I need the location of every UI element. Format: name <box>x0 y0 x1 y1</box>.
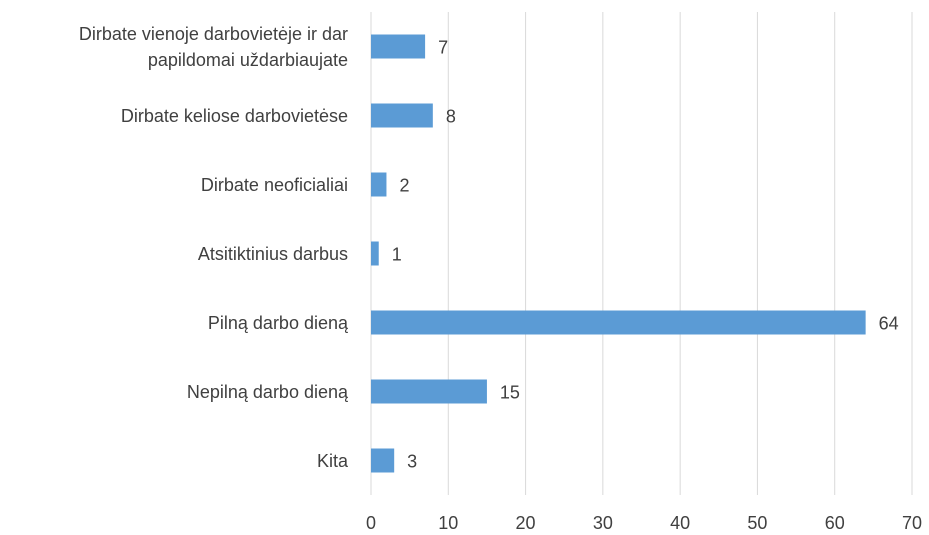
data-label: 3 <box>407 451 417 471</box>
x-tick-label: 30 <box>593 513 613 533</box>
bar <box>371 241 379 266</box>
x-tick-label: 20 <box>516 513 536 533</box>
bar <box>371 34 426 59</box>
x-tick-label: 60 <box>825 513 845 533</box>
data-label: 64 <box>879 313 899 333</box>
y-tick-label: Pilną darbo dieną <box>207 312 348 333</box>
y-tick-label: Dirbate neoficialiai <box>200 174 348 195</box>
x-tick-label: 40 <box>670 513 690 533</box>
x-tick-label: 0 <box>366 513 376 533</box>
bar <box>371 379 487 404</box>
data-label: 7 <box>438 37 448 57</box>
y-tick-label: Dirbate keliose darbovietėse <box>120 105 348 126</box>
data-label: 15 <box>500 382 520 402</box>
y-tick-label: Kita <box>316 450 348 471</box>
y-tick-label: Atsitiktinius darbus <box>197 243 348 264</box>
x-tick-label: 50 <box>747 513 767 533</box>
data-label: 2 <box>399 175 409 195</box>
y-tick-label: Nepilną darbo dieną <box>186 381 348 402</box>
x-tick-label: 10 <box>438 513 458 533</box>
bar <box>371 172 387 197</box>
x-tick-label: 70 <box>902 513 922 533</box>
bar <box>371 310 866 335</box>
bar <box>371 448 395 473</box>
data-label: 8 <box>446 106 456 126</box>
y-tick-label: Dirbate vienoje darbovietėje ir dar papi… <box>78 23 348 70</box>
data-label: 1 <box>392 244 402 264</box>
bar <box>371 103 433 128</box>
